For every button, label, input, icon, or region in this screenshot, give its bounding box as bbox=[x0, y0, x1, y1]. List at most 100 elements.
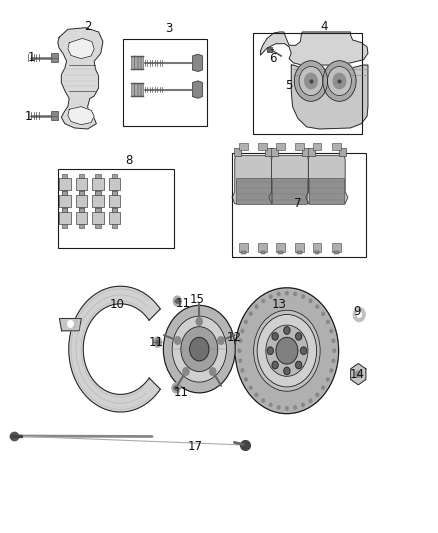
Circle shape bbox=[262, 399, 265, 402]
Text: 9: 9 bbox=[353, 305, 361, 318]
Bar bbox=[261, 251, 265, 254]
Circle shape bbox=[241, 329, 244, 333]
Bar bbox=[234, 148, 241, 156]
Bar bbox=[295, 243, 304, 252]
Bar bbox=[62, 191, 67, 195]
Bar bbox=[138, 56, 140, 69]
Bar bbox=[141, 56, 143, 69]
Bar bbox=[62, 174, 67, 178]
Bar bbox=[112, 174, 117, 178]
Circle shape bbox=[172, 316, 226, 382]
Bar bbox=[265, 148, 272, 156]
Text: 1: 1 bbox=[28, 51, 35, 64]
Bar bbox=[51, 53, 58, 62]
Bar bbox=[258, 143, 267, 150]
Bar bbox=[76, 178, 87, 190]
Bar bbox=[297, 251, 302, 254]
Bar bbox=[76, 212, 87, 224]
Circle shape bbox=[182, 367, 189, 376]
Text: 11: 11 bbox=[173, 386, 188, 399]
Circle shape bbox=[272, 361, 278, 369]
Polygon shape bbox=[306, 156, 348, 204]
Bar bbox=[141, 83, 143, 96]
Bar bbox=[112, 191, 117, 195]
Bar bbox=[134, 56, 137, 69]
Bar bbox=[79, 224, 84, 228]
Circle shape bbox=[294, 293, 297, 296]
Circle shape bbox=[156, 340, 159, 344]
Circle shape bbox=[244, 378, 247, 381]
Circle shape bbox=[333, 74, 346, 88]
Circle shape bbox=[277, 293, 280, 296]
Circle shape bbox=[172, 383, 180, 393]
Text: 11: 11 bbox=[176, 297, 191, 310]
Text: 13: 13 bbox=[272, 298, 287, 311]
Circle shape bbox=[333, 349, 336, 352]
Circle shape bbox=[284, 367, 290, 375]
Bar bbox=[79, 191, 84, 195]
Circle shape bbox=[299, 67, 323, 95]
Bar bbox=[241, 251, 246, 254]
Bar bbox=[92, 212, 104, 224]
Bar bbox=[62, 208, 67, 212]
Circle shape bbox=[196, 317, 203, 326]
Polygon shape bbox=[60, 319, 81, 331]
Circle shape bbox=[286, 407, 288, 410]
Bar bbox=[309, 178, 344, 204]
Bar bbox=[313, 143, 321, 150]
Text: 10: 10 bbox=[110, 298, 125, 311]
Circle shape bbox=[209, 367, 216, 376]
Circle shape bbox=[294, 406, 297, 409]
Circle shape bbox=[322, 386, 325, 389]
Circle shape bbox=[235, 288, 339, 414]
Bar bbox=[239, 243, 248, 252]
Polygon shape bbox=[193, 81, 202, 98]
Bar bbox=[131, 56, 134, 69]
Circle shape bbox=[173, 296, 182, 306]
Bar bbox=[334, 251, 339, 254]
Text: 1: 1 bbox=[25, 110, 32, 123]
Circle shape bbox=[269, 403, 272, 406]
Circle shape bbox=[257, 314, 317, 387]
Text: 7: 7 bbox=[294, 197, 302, 210]
Text: 6: 6 bbox=[269, 52, 277, 65]
Bar bbox=[131, 83, 134, 96]
Bar bbox=[59, 212, 71, 224]
Circle shape bbox=[262, 299, 265, 302]
Bar bbox=[95, 174, 101, 178]
Bar bbox=[62, 190, 67, 194]
Bar bbox=[95, 208, 101, 212]
Bar bbox=[79, 190, 84, 194]
Circle shape bbox=[302, 295, 304, 298]
Circle shape bbox=[330, 369, 332, 372]
Bar bbox=[302, 148, 309, 156]
Circle shape bbox=[269, 295, 272, 298]
Circle shape bbox=[244, 320, 247, 324]
Bar bbox=[123, 39, 207, 126]
Bar bbox=[79, 207, 84, 211]
Circle shape bbox=[332, 359, 335, 362]
Circle shape bbox=[255, 305, 258, 308]
Circle shape bbox=[357, 311, 362, 318]
Bar bbox=[95, 190, 101, 194]
Polygon shape bbox=[193, 54, 202, 71]
Bar bbox=[79, 174, 84, 178]
Bar bbox=[112, 224, 117, 228]
Circle shape bbox=[316, 305, 318, 308]
Circle shape bbox=[328, 67, 351, 95]
Polygon shape bbox=[291, 65, 368, 129]
Circle shape bbox=[332, 339, 335, 342]
Text: 8: 8 bbox=[126, 155, 133, 167]
Polygon shape bbox=[261, 32, 368, 65]
Circle shape bbox=[316, 393, 318, 397]
Circle shape bbox=[163, 305, 235, 393]
Bar bbox=[236, 178, 271, 204]
Bar bbox=[59, 178, 71, 190]
Bar bbox=[253, 33, 362, 134]
Text: 2: 2 bbox=[84, 20, 92, 33]
Bar bbox=[134, 83, 137, 96]
Circle shape bbox=[300, 347, 307, 354]
Bar bbox=[109, 178, 120, 190]
Circle shape bbox=[181, 327, 218, 372]
Bar bbox=[138, 83, 140, 96]
